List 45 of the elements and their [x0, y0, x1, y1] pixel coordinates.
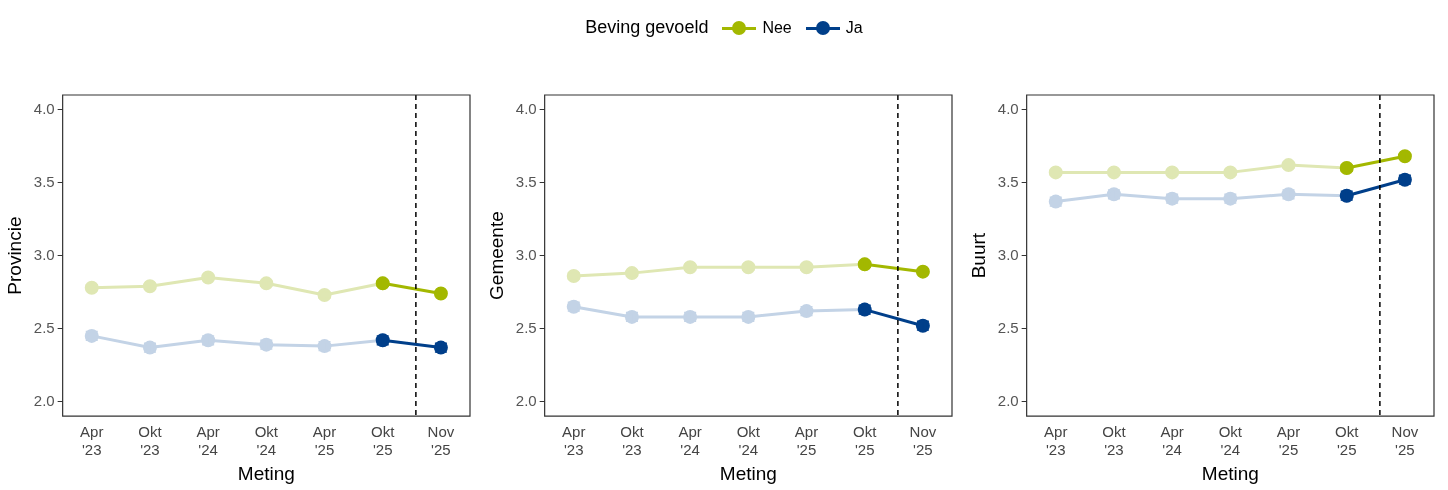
y-tick-label: 2.0: [997, 391, 1019, 409]
legend-label: Nee: [762, 18, 792, 37]
x-axis-title: Meting: [1201, 462, 1259, 484]
y-tick-label: 2.5: [33, 318, 55, 336]
x-tick-label: Nov '25: [1391, 423, 1419, 459]
x-tick-label: Okt '23: [1102, 423, 1127, 459]
x-tick-label: Okt '24: [254, 423, 279, 459]
y-tick-label: 2.0: [515, 391, 537, 409]
y-tick-label: 2.5: [515, 318, 537, 336]
y-tick-label: 3.5: [997, 172, 1019, 190]
x-tick-label: Apr '25: [794, 423, 819, 459]
y-tick-label: 2.5: [997, 318, 1019, 336]
x-tick-label: Nov '25: [909, 423, 937, 459]
x-tick-label: Apr '25: [312, 423, 337, 459]
y-tick-label: 4.0: [997, 99, 1019, 117]
x-tick-label: Okt '23: [138, 423, 163, 459]
y-axis-title: Buurt: [967, 232, 989, 279]
y-tick-label: 3.0: [997, 245, 1019, 263]
x-tick-label: Okt '24: [736, 423, 761, 459]
y-axis-title: Provincie: [3, 216, 25, 295]
x-tick-label: Apr '23: [1044, 423, 1068, 459]
legend-label: Ja: [845, 18, 863, 37]
y-tick-label: 3.5: [33, 172, 55, 190]
x-tick-label: Okt '25: [1335, 423, 1360, 459]
x-tick-label: Apr '24: [1160, 423, 1184, 459]
x-tick-label: Okt '25: [853, 423, 878, 459]
x-tick-label: Nov '25: [427, 423, 455, 459]
x-tick-label: Apr '24: [678, 423, 702, 459]
y-tick-label: 3.0: [515, 245, 537, 263]
x-tick-label: Okt '25: [371, 423, 396, 459]
x-tick-label: Okt '23: [620, 423, 645, 459]
x-tick-label: Apr '25: [1276, 423, 1301, 459]
x-tick-label: Okt '24: [1218, 423, 1243, 459]
y-tick-label: 2.0: [33, 391, 55, 409]
x-axis-title: Meting: [237, 462, 295, 484]
x-axis-title: Meting: [719, 462, 777, 484]
y-tick-label: 3.0: [33, 245, 55, 263]
y-tick-label: 4.0: [515, 99, 537, 117]
y-axis-title: Gemeente: [485, 211, 507, 300]
y-tick-label: 4.0: [33, 99, 55, 117]
x-tick-label: Apr '24: [196, 423, 220, 459]
x-tick-label: Apr '23: [80, 423, 104, 459]
legend-title: Beving gevoeld: [585, 17, 709, 38]
y-tick-label: 3.5: [515, 172, 537, 190]
x-tick-label: Apr '23: [562, 423, 586, 459]
